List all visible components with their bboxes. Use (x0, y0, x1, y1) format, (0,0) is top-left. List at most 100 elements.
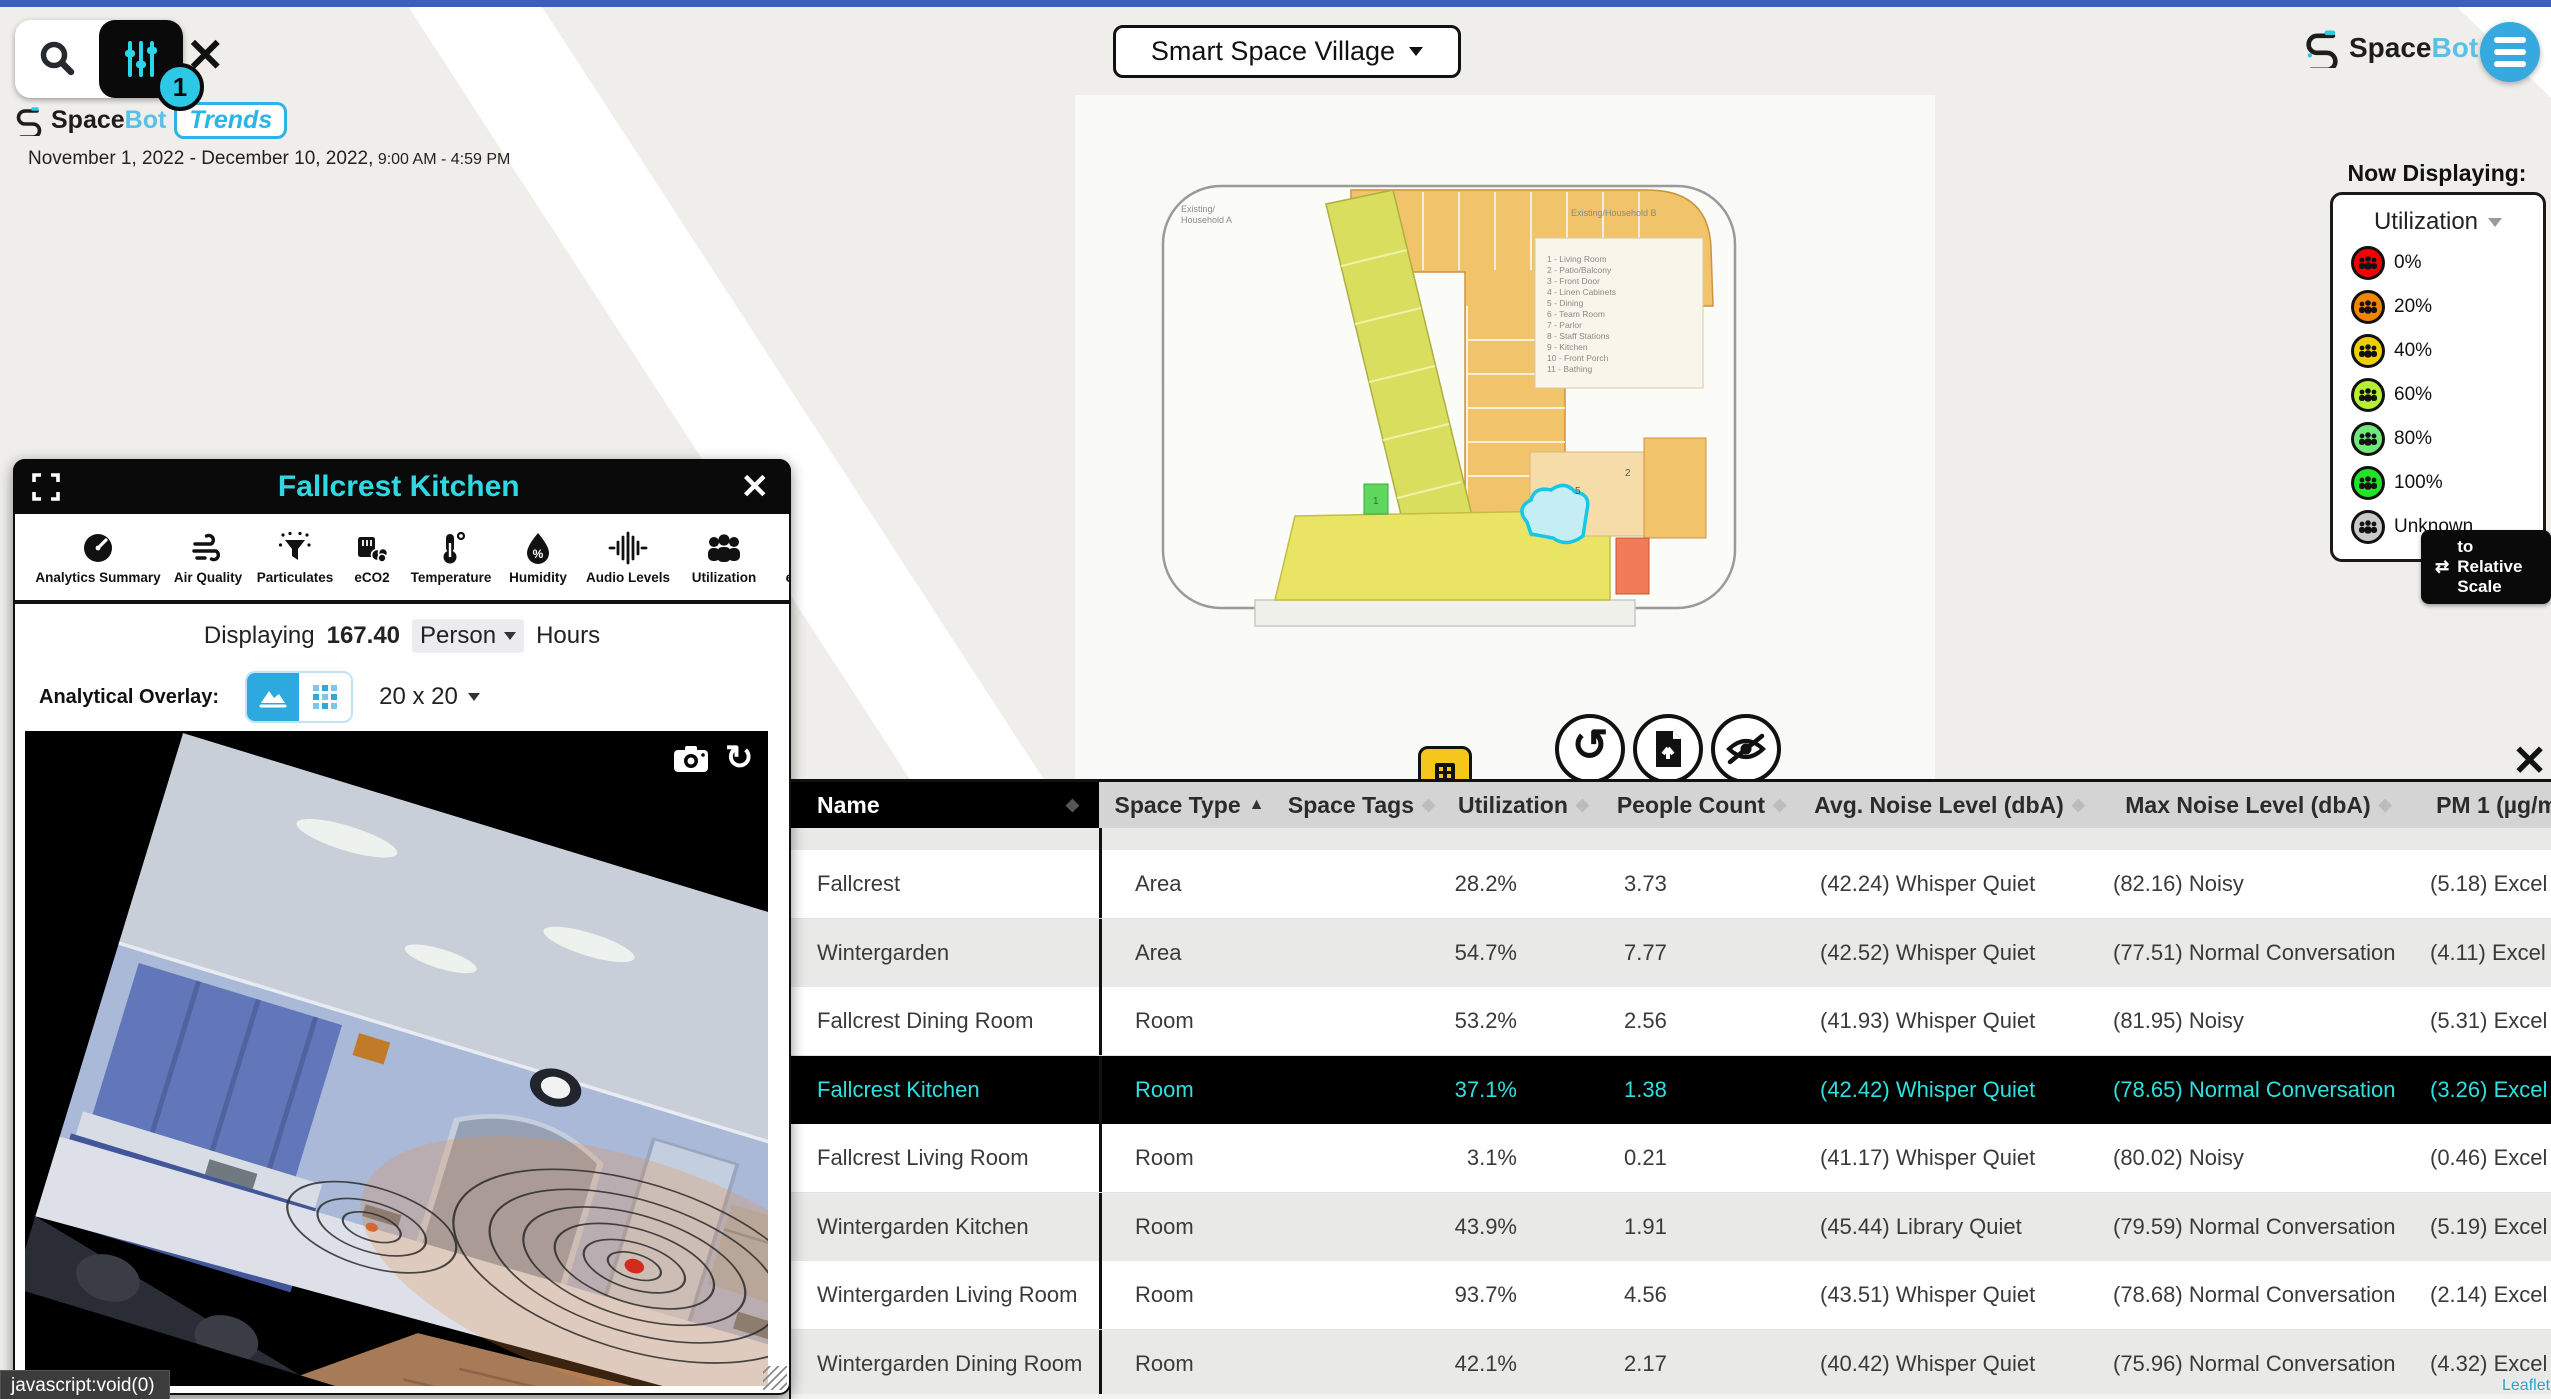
cell-avg-noise: (42.24) Whisper Quiet (1820, 871, 2036, 896)
sliders-icon (125, 41, 157, 77)
tab-humidity[interactable]: % Humidity (499, 531, 577, 585)
column-header-name[interactable]: Name ◆ (791, 782, 1099, 828)
tab-particulates[interactable]: Particulates (249, 531, 341, 585)
cell-max-noise: (79.59) Normal Conversation (2113, 1214, 2396, 1239)
cell-avg-noise: (45.44) Library Quiet (1820, 1214, 2022, 1239)
hamburger-menu-button[interactable] (2480, 22, 2540, 82)
export-report-button[interactable] (1633, 714, 1703, 784)
tab-audio-levels[interactable]: Audio Levels (577, 531, 679, 585)
table-row[interactable]: Wintergarden Kitchen Room 43.9% 1.91 (45… (791, 1193, 2551, 1261)
grid-size-selector[interactable]: 20 x 20 (379, 683, 480, 711)
table-row[interactable]: Fallcrest Living Room Room 3.1% 0.21 (41… (791, 1124, 2551, 1193)
column-header-avg-noise[interactable]: Avg. Noise Level (dbA) ◆ (1799, 782, 2100, 828)
people-icon (2351, 422, 2385, 456)
sort-icon: ◆ (1773, 795, 1787, 814)
column-header-pm1[interactable]: PM 1 (µg/m (2417, 782, 2551, 828)
chevron-down-icon (504, 632, 517, 640)
sort-icon: ◆ (1065, 795, 1079, 814)
contour-overlay-button[interactable] (247, 673, 300, 721)
close-table-icon[interactable]: ✕ (2512, 737, 2548, 784)
cell-people-count: 0.21 (1624, 1145, 1667, 1170)
cell-space-type: Room (1135, 1008, 1194, 1033)
table-body: Garden Spot Village Building 57.9% 16.54… (791, 782, 2551, 1399)
table-row[interactable]: Fallcrest Kitchen Room 37.1% 1.38 (42.42… (791, 1056, 2551, 1124)
svg-text:9 - Kitchen: 9 - Kitchen (1547, 342, 1588, 352)
close-popup-icon[interactable]: ✕ (740, 467, 770, 506)
legend-item: 40% (2333, 329, 2543, 373)
resize-handle[interactable] (763, 1366, 787, 1390)
trends-badge: Trends (174, 102, 288, 139)
cell-name: Wintergarden Kitchen (791, 1193, 1102, 1261)
camera-snapshot-button[interactable] (673, 745, 709, 778)
tab-eco2[interactable]: eCO2 (341, 531, 403, 585)
wind-icon (192, 533, 221, 562)
cell-space-type: Room (1135, 1145, 1194, 1170)
cell-utilization: 53.2% (1454, 1008, 1517, 1033)
cell-utilization: 42.1% (1454, 1351, 1517, 1376)
cell-space-type: Area (1135, 871, 1182, 896)
svg-text:2 - Patio/Balcony: 2 - Patio/Balcony (1547, 265, 1612, 275)
search-button[interactable] (15, 20, 99, 98)
table-row[interactable]: Wintergarden Area 54.7% 7.77 (42.52) Whi… (791, 919, 2551, 987)
relative-scale-button[interactable]: ⇄ to Relative Scale (2421, 530, 2551, 604)
cell-people-count: 1.38 (1624, 1077, 1667, 1102)
now-displaying-panel: Utilization 0% (2330, 192, 2546, 562)
people-icon (2351, 246, 2385, 280)
unit-selector[interactable]: Person (412, 619, 525, 653)
refresh-icon[interactable]: ↻ (725, 739, 754, 777)
brand-bot: Bot (124, 106, 167, 134)
svg-text:6 - Team Room: 6 - Team Room (1547, 309, 1605, 319)
cell-avg-noise: (42.42) Whisper Quiet (1820, 1077, 2036, 1102)
date-range[interactable]: November 1, 2022 - December 10, 2022, 9:… (28, 148, 511, 169)
cell-name: Fallcrest (791, 850, 1102, 918)
fullscreen-button[interactable] (13, 472, 79, 502)
spaces-table: Garden Spot Village Building 57.9% 16.54… (789, 779, 2551, 1399)
people-icon (2351, 466, 2385, 500)
hide-layers-button[interactable] (1711, 714, 1781, 784)
floorplan-map[interactable]: 1 2 5 Existing/ Household A Existing/Hou… (1155, 176, 1750, 631)
plan-room-selected[interactable] (1520, 483, 1590, 545)
evoc-icon (787, 531, 789, 565)
eye-slash-icon (1726, 733, 1766, 765)
cell-pm1: (4.11) Excel (2430, 940, 2546, 965)
tab-air-quality[interactable]: Air Quality (167, 531, 249, 585)
filter-count-badge: 1 (156, 63, 204, 111)
column-header-people-count[interactable]: People Count ◆ (1604, 782, 1799, 828)
file-export-icon (1656, 731, 1681, 767)
legend-item: 60% (2333, 373, 2543, 417)
plan-number: 1 (1373, 496, 1379, 507)
grid-overlay-button[interactable] (299, 673, 352, 721)
tab-evoc[interactable]: eVOC (769, 531, 789, 585)
site-selector[interactable]: Smart Space Village (1113, 25, 1461, 78)
camera-view[interactable]: ↻ (25, 731, 768, 1386)
filter-particles-icon (278, 531, 311, 560)
chevron-down-icon (2488, 217, 2503, 227)
top-accent-bar (0, 0, 2551, 7)
column-header-space-tags[interactable]: Space Tags ◆ (1280, 782, 1443, 828)
column-header-space-type[interactable]: Space Type ▲ (1099, 782, 1280, 828)
table-row[interactable]: Fallcrest Dining Room Room 53.2% 2.56 (4… (791, 987, 2551, 1056)
tab-utilization[interactable]: Utilization (679, 531, 769, 585)
leaflet-attribution[interactable]: Leaflet (2502, 1377, 2551, 1394)
cell-name: Wintergarden Living Room (791, 1261, 1102, 1329)
table-row[interactable]: Fallcrest Area 28.2% 3.73 (42.24) Whispe… (791, 850, 2551, 919)
cell-people-count: 1.91 (1624, 1214, 1667, 1239)
eco2-icon (358, 537, 389, 563)
people-icon (2351, 378, 2385, 412)
table-row[interactable]: Wintergarden Dining Room Room 42.1% 2.17… (791, 1330, 2551, 1398)
undo-button[interactable]: ↺ (1555, 714, 1625, 784)
tab-analytics-summary[interactable]: Analytics Summary (29, 531, 167, 585)
cell-max-noise: (82.16) Noisy (2113, 871, 2244, 896)
table-header: Name ◆ Space Type ▲ Space Tags ◆ Utilizatio… (791, 782, 2551, 828)
metric-selector[interactable]: Utilization (2333, 203, 2543, 241)
sort-icon: ◆ (1575, 795, 1589, 814)
tab-temperature[interactable]: Temperature (403, 531, 499, 585)
cell-avg-noise: (41.17) Whisper Quiet (1820, 1145, 2036, 1170)
column-header-utilization[interactable]: Utilization ◆ (1443, 782, 1604, 828)
cell-space-type: Room (1135, 1282, 1194, 1307)
cell-avg-noise: (41.93) Whisper Quiet (1820, 1008, 2036, 1033)
heatmap-contours (286, 1168, 768, 1364)
table-row[interactable]: Wintergarden Living Room Room 93.7% 4.56… (791, 1261, 2551, 1330)
plan-room-legend: 1 - Living Room 2 - Patio/Balcony 3 - Fr… (1547, 254, 1616, 374)
column-header-max-noise[interactable]: Max Noise Level (dbA) ◆ (2100, 782, 2417, 828)
